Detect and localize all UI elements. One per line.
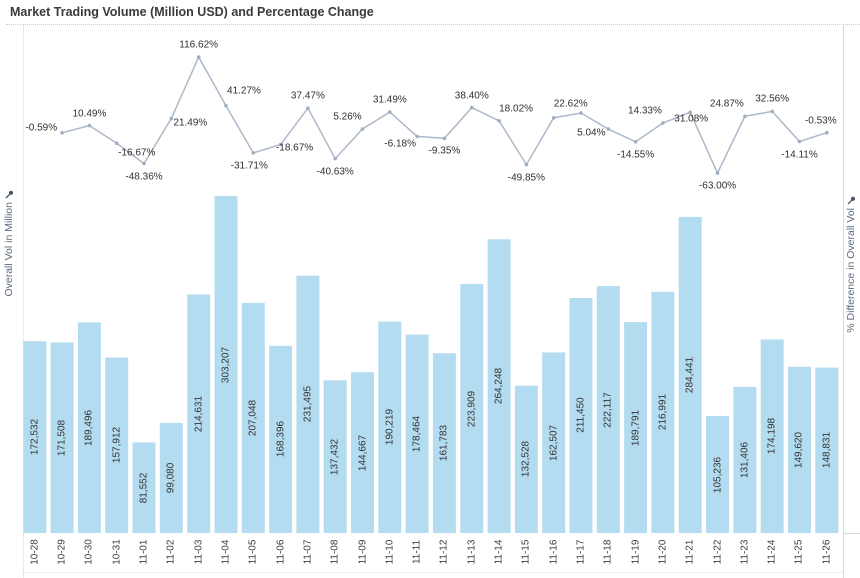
pin-icon[interactable] <box>5 190 14 199</box>
plot-right-border <box>843 24 844 578</box>
bar-11-01[interactable] <box>132 442 156 533</box>
line-point-11-16[interactable] <box>551 116 556 120</box>
line-point-11-10[interactable] <box>388 110 392 114</box>
line-point-11-11[interactable] <box>415 134 419 139</box>
line-point-10-31[interactable] <box>114 141 119 145</box>
bar-11-16[interactable] <box>542 352 566 533</box>
line-point-11-04[interactable] <box>224 104 228 108</box>
line-point-11-25[interactable] <box>797 139 802 144</box>
bar-11-02[interactable] <box>159 422 183 533</box>
line-point-10-29[interactable] <box>60 131 64 135</box>
line-point-11-05[interactable] <box>251 151 256 155</box>
baseline-right-segment <box>843 533 860 534</box>
plot-left-border <box>23 24 24 578</box>
bar-11-22[interactable] <box>706 416 729 533</box>
line-point-11-15[interactable] <box>524 162 529 167</box>
line-point-11-09[interactable] <box>360 127 365 131</box>
bar-10-30[interactable] <box>77 322 101 533</box>
bar-11-04[interactable] <box>214 196 238 533</box>
line-point-11-01[interactable] <box>142 161 146 166</box>
line-point-11-22[interactable] <box>715 171 720 175</box>
bar-11-14[interactable] <box>487 239 511 534</box>
bar-11-24[interactable] <box>760 339 784 533</box>
bar-11-15[interactable] <box>514 385 538 533</box>
line-point-11-07[interactable] <box>306 106 310 110</box>
line-point-11-23[interactable] <box>743 114 747 119</box>
line-point-11-03[interactable] <box>196 55 201 59</box>
left-axis-label: Overall Vol in Million <box>3 202 15 297</box>
bar-11-11[interactable] <box>405 334 429 533</box>
line-point-11-26[interactable] <box>825 130 829 135</box>
line-point-11-13[interactable] <box>470 105 474 110</box>
pin-icon[interactable] <box>847 196 856 205</box>
chart-title: Market Trading Volume (Million USD) and … <box>10 5 374 19</box>
bar-10-31[interactable] <box>105 357 129 534</box>
bar-11-17[interactable] <box>569 298 593 533</box>
line-point-11-19[interactable] <box>633 140 638 144</box>
bar-11-10[interactable] <box>378 321 402 533</box>
plot-bottom-border <box>23 572 843 573</box>
line-point-11-06[interactable] <box>278 142 283 147</box>
line-point-11-08[interactable] <box>333 156 338 161</box>
bar-10-29[interactable] <box>50 342 74 533</box>
line-point-11-12[interactable] <box>442 136 447 141</box>
bar-11-21[interactable] <box>678 216 702 533</box>
right-axis-caption: % Difference in Overall Vol <box>845 196 857 333</box>
bar-11-06[interactable] <box>269 345 293 533</box>
bar-11-20[interactable] <box>651 291 675 533</box>
line-point-11-02[interactable] <box>169 116 174 121</box>
right-axis-label: % Difference in Overall Vol <box>845 208 857 333</box>
line-point-11-20[interactable] <box>661 121 665 125</box>
bar-11-05[interactable] <box>241 302 265 533</box>
line-point-10-30[interactable] <box>87 123 92 128</box>
line-point-11-14[interactable] <box>497 119 501 123</box>
bar-11-09[interactable] <box>351 372 374 533</box>
bar-11-18[interactable] <box>596 286 620 533</box>
bar-11-25[interactable] <box>788 366 811 533</box>
bar-10-28[interactable] <box>23 341 47 533</box>
line-point-11-17[interactable] <box>579 111 583 115</box>
bar-11-08[interactable] <box>323 380 347 533</box>
bar-11-03[interactable] <box>187 294 211 533</box>
bar-11-07[interactable] <box>296 275 320 533</box>
bar-11-19[interactable] <box>624 322 648 533</box>
pct-change-line <box>61 55 828 175</box>
bar-11-26[interactable] <box>815 367 839 533</box>
bar-11-13[interactable] <box>460 284 484 533</box>
bar-11-23[interactable] <box>733 386 757 533</box>
left-axis-caption: Overall Vol in Million <box>3 190 15 297</box>
bar-11-12[interactable] <box>432 353 456 533</box>
line-point-11-21[interactable] <box>688 110 692 115</box>
line-point-11-24[interactable] <box>770 109 774 114</box>
plot-top-border <box>6 24 860 25</box>
line-point-11-18[interactable] <box>606 127 611 131</box>
